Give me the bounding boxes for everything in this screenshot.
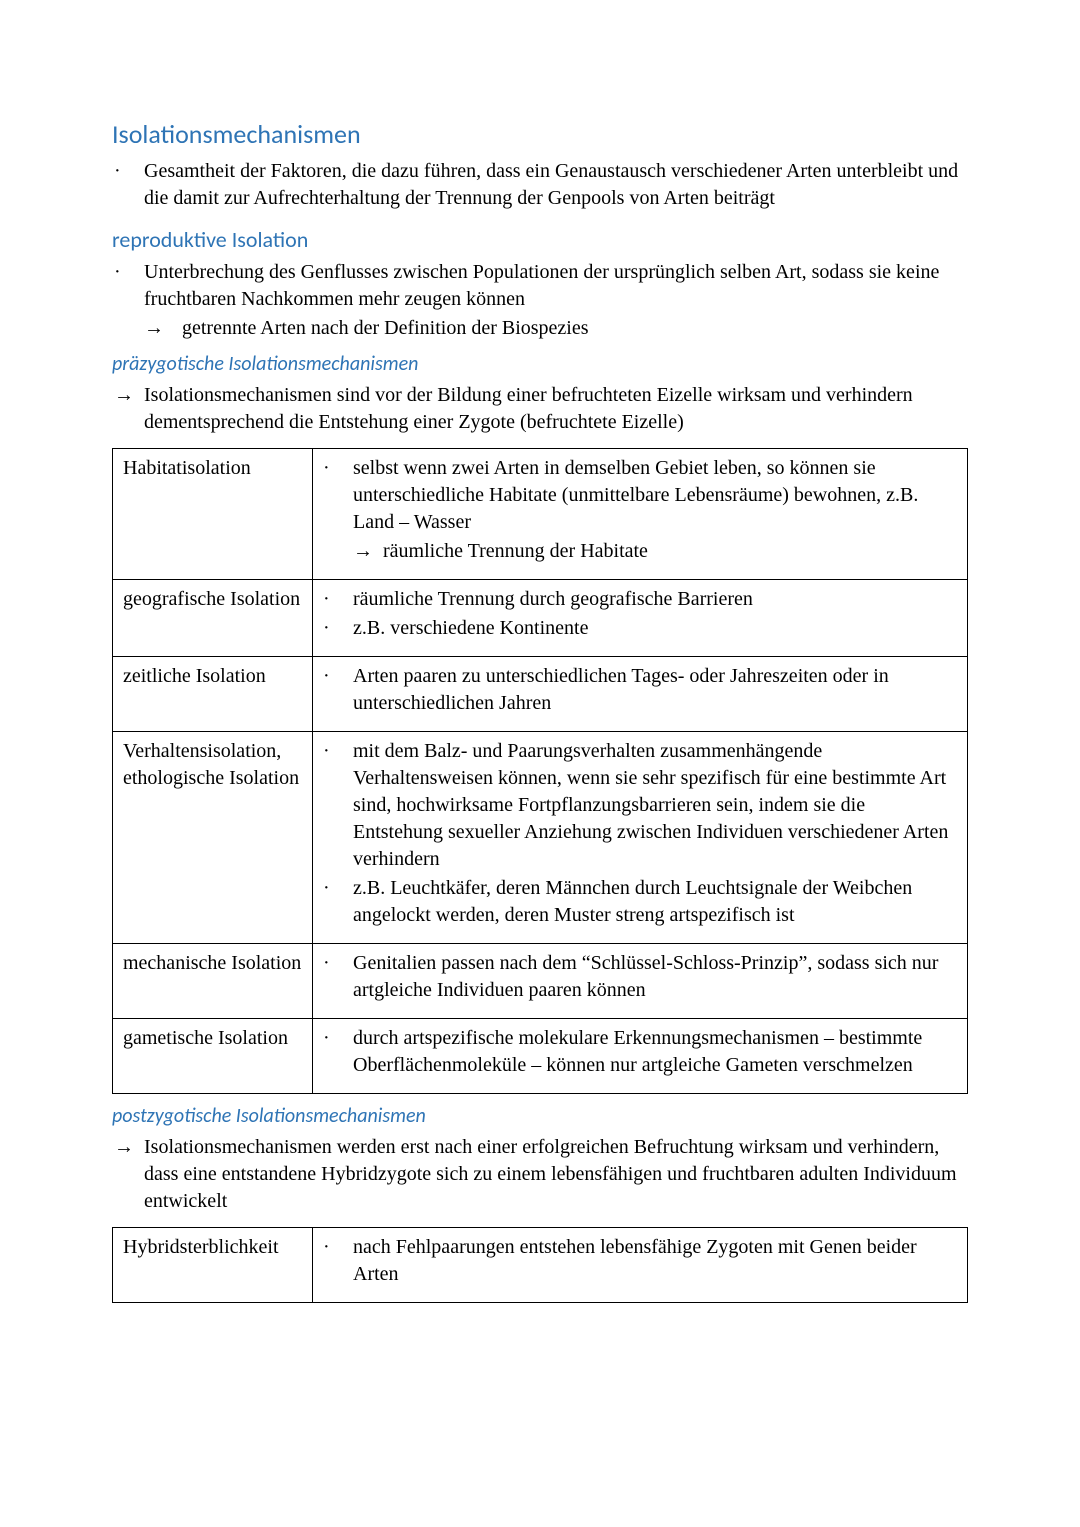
list-item: · nach Fehlpaarungen entstehen lebensfäh… [323, 1234, 957, 1288]
bullet-dot-icon: · [112, 158, 144, 185]
intro-list: · Gesamtheit der Faktoren, die dazu führ… [112, 158, 968, 212]
list-item: → Isolationsmechanismen werden erst nach… [112, 1134, 968, 1215]
list-item: · Arten paaren zu unterschiedlichen Tage… [323, 663, 957, 717]
list-item-text: z.B. Leuchtkäfer, deren Männchen durch L… [353, 875, 957, 929]
desc-cell: · Arten paaren zu unterschiedlichen Tage… [313, 657, 968, 732]
term-cell: zeitliche Isolation [113, 657, 313, 732]
list-item: → Isolationsmechanismen sind vor der Bil… [112, 382, 968, 436]
list-item: · Gesamtheit der Faktoren, die dazu führ… [112, 158, 968, 212]
list-item-text: Unterbrechung des Genflusses zwischen Po… [144, 259, 968, 342]
term-cell: gametische Isolation [113, 1019, 313, 1094]
heading-2: reproduktive Isolation [112, 226, 968, 253]
list-item-text: z.B. verschiedene Kontinente [353, 615, 957, 642]
list-item-text: Gesamtheit der Faktoren, die dazu führen… [144, 158, 968, 212]
document-page: Isolationsmechanismen · Gesamtheit der F… [0, 0, 1080, 1527]
table-row: Hybridsterblichkeit · nach Fehlpaarungen… [113, 1228, 968, 1303]
bullet-dot-icon: · [323, 586, 353, 613]
heading-3-postzygo: postzygotische Isolationsmechanismen [112, 1104, 968, 1128]
list-item-text-span: Unterbrechung des Genflusses zwischen Po… [144, 261, 939, 310]
term-cell: mechanische Isolation [113, 944, 313, 1019]
list-item: · mit dem Balz- und Paarungsverhalten zu… [323, 738, 957, 873]
arrow-icon: → [112, 382, 144, 409]
bullet-dot-icon: · [323, 738, 353, 765]
bullet-dot-icon: · [323, 1234, 353, 1261]
table-row: Habitatisolation · selbst wenn zwei Arte… [113, 449, 968, 580]
table-row: gametische Isolation · durch artspezifis… [113, 1019, 968, 1094]
list-item-text: durch artspezifische molekulare Erkennun… [353, 1025, 957, 1079]
bullet-dot-icon: · [323, 950, 353, 977]
arrow-icon: → [353, 538, 383, 565]
list-subitem-text: räumliche Trennung der Habitate [383, 538, 957, 565]
list-item-text-span: selbst wenn zwei Arten in demselben Gebi… [353, 457, 918, 533]
prazygo-intro-list: → Isolationsmechanismen sind vor der Bil… [112, 382, 968, 436]
list-item-text: räumliche Trennung durch geografische Ba… [353, 586, 957, 613]
list-item: · Genitalien passen nach dem “Schlüssel-… [323, 950, 957, 1004]
list-item: · durch artspezifische molekulare Erkenn… [323, 1025, 957, 1079]
table-row: Verhaltensisolation, ethologische Isolat… [113, 732, 968, 944]
list-item: · z.B. Leuchtkäfer, deren Männchen durch… [323, 875, 957, 929]
list-subitem-text: getrennte Arten nach der Definition der … [182, 315, 968, 342]
bullet-dot-icon: · [323, 875, 353, 902]
bullet-dot-icon: · [323, 455, 353, 482]
list-subitem: → getrennte Arten nach der Definition de… [144, 315, 968, 342]
arrow-icon: → [112, 1134, 144, 1161]
heading-1: Isolationsmechanismen [112, 118, 968, 150]
list-item-text: Arten paaren zu unterschiedlichen Tages-… [353, 663, 957, 717]
bullet-dot-icon: · [323, 615, 353, 642]
bullet-dot-icon: · [323, 663, 353, 690]
list-item-text: selbst wenn zwei Arten in demselben Gebi… [353, 455, 957, 565]
term-cell: geografische Isolation [113, 580, 313, 657]
desc-cell: · mit dem Balz- und Paarungsverhalten zu… [313, 732, 968, 944]
heading-3-prazygo: präzygotische Isolationsmechanismen [112, 352, 968, 376]
term-cell: Habitatisolation [113, 449, 313, 580]
list-item-text: Isolationsmechanismen sind vor der Bildu… [144, 382, 968, 436]
bullet-dot-icon: · [112, 259, 144, 286]
desc-cell: · durch artspezifische molekulare Erkenn… [313, 1019, 968, 1094]
list-item: · räumliche Trennung durch geografische … [323, 586, 957, 613]
list-subitem: → räumliche Trennung der Habitate [353, 538, 957, 565]
bullet-dot-icon: · [323, 1025, 353, 1052]
desc-cell: · räumliche Trennung durch geografische … [313, 580, 968, 657]
list-item: · Unterbrechung des Genflusses zwischen … [112, 259, 968, 342]
desc-cell: · Genitalien passen nach dem “Schlüssel-… [313, 944, 968, 1019]
table-row: geografische Isolation · räumliche Trenn… [113, 580, 968, 657]
postzygo-intro-list: → Isolationsmechanismen werden erst nach… [112, 1134, 968, 1215]
list-item: · z.B. verschiedene Kontinente [323, 615, 957, 642]
table-row: zeitliche Isolation · Arten paaren zu un… [113, 657, 968, 732]
term-cell: Hybridsterblichkeit [113, 1228, 313, 1303]
table-row: mechanische Isolation · Genitalien passe… [113, 944, 968, 1019]
arrow-icon: → [144, 315, 182, 342]
list-item-text: nach Fehlpaarungen entstehen lebensfähig… [353, 1234, 957, 1288]
term-cell: Verhaltensisolation, ethologische Isolat… [113, 732, 313, 944]
desc-cell: · nach Fehlpaarungen entstehen lebensfäh… [313, 1228, 968, 1303]
list-item-text: Genitalien passen nach dem “Schlüssel-Sc… [353, 950, 957, 1004]
list-item: · selbst wenn zwei Arten in demselben Ge… [323, 455, 957, 565]
prazygo-table: Habitatisolation · selbst wenn zwei Arte… [112, 448, 968, 1094]
list-item-text: mit dem Balz- und Paarungsverhalten zusa… [353, 738, 957, 873]
reproduktiv-list: · Unterbrechung des Genflusses zwischen … [112, 259, 968, 342]
list-item-text: Isolationsmechanismen werden erst nach e… [144, 1134, 968, 1215]
postzygo-table: Hybridsterblichkeit · nach Fehlpaarungen… [112, 1227, 968, 1303]
desc-cell: · selbst wenn zwei Arten in demselben Ge… [313, 449, 968, 580]
